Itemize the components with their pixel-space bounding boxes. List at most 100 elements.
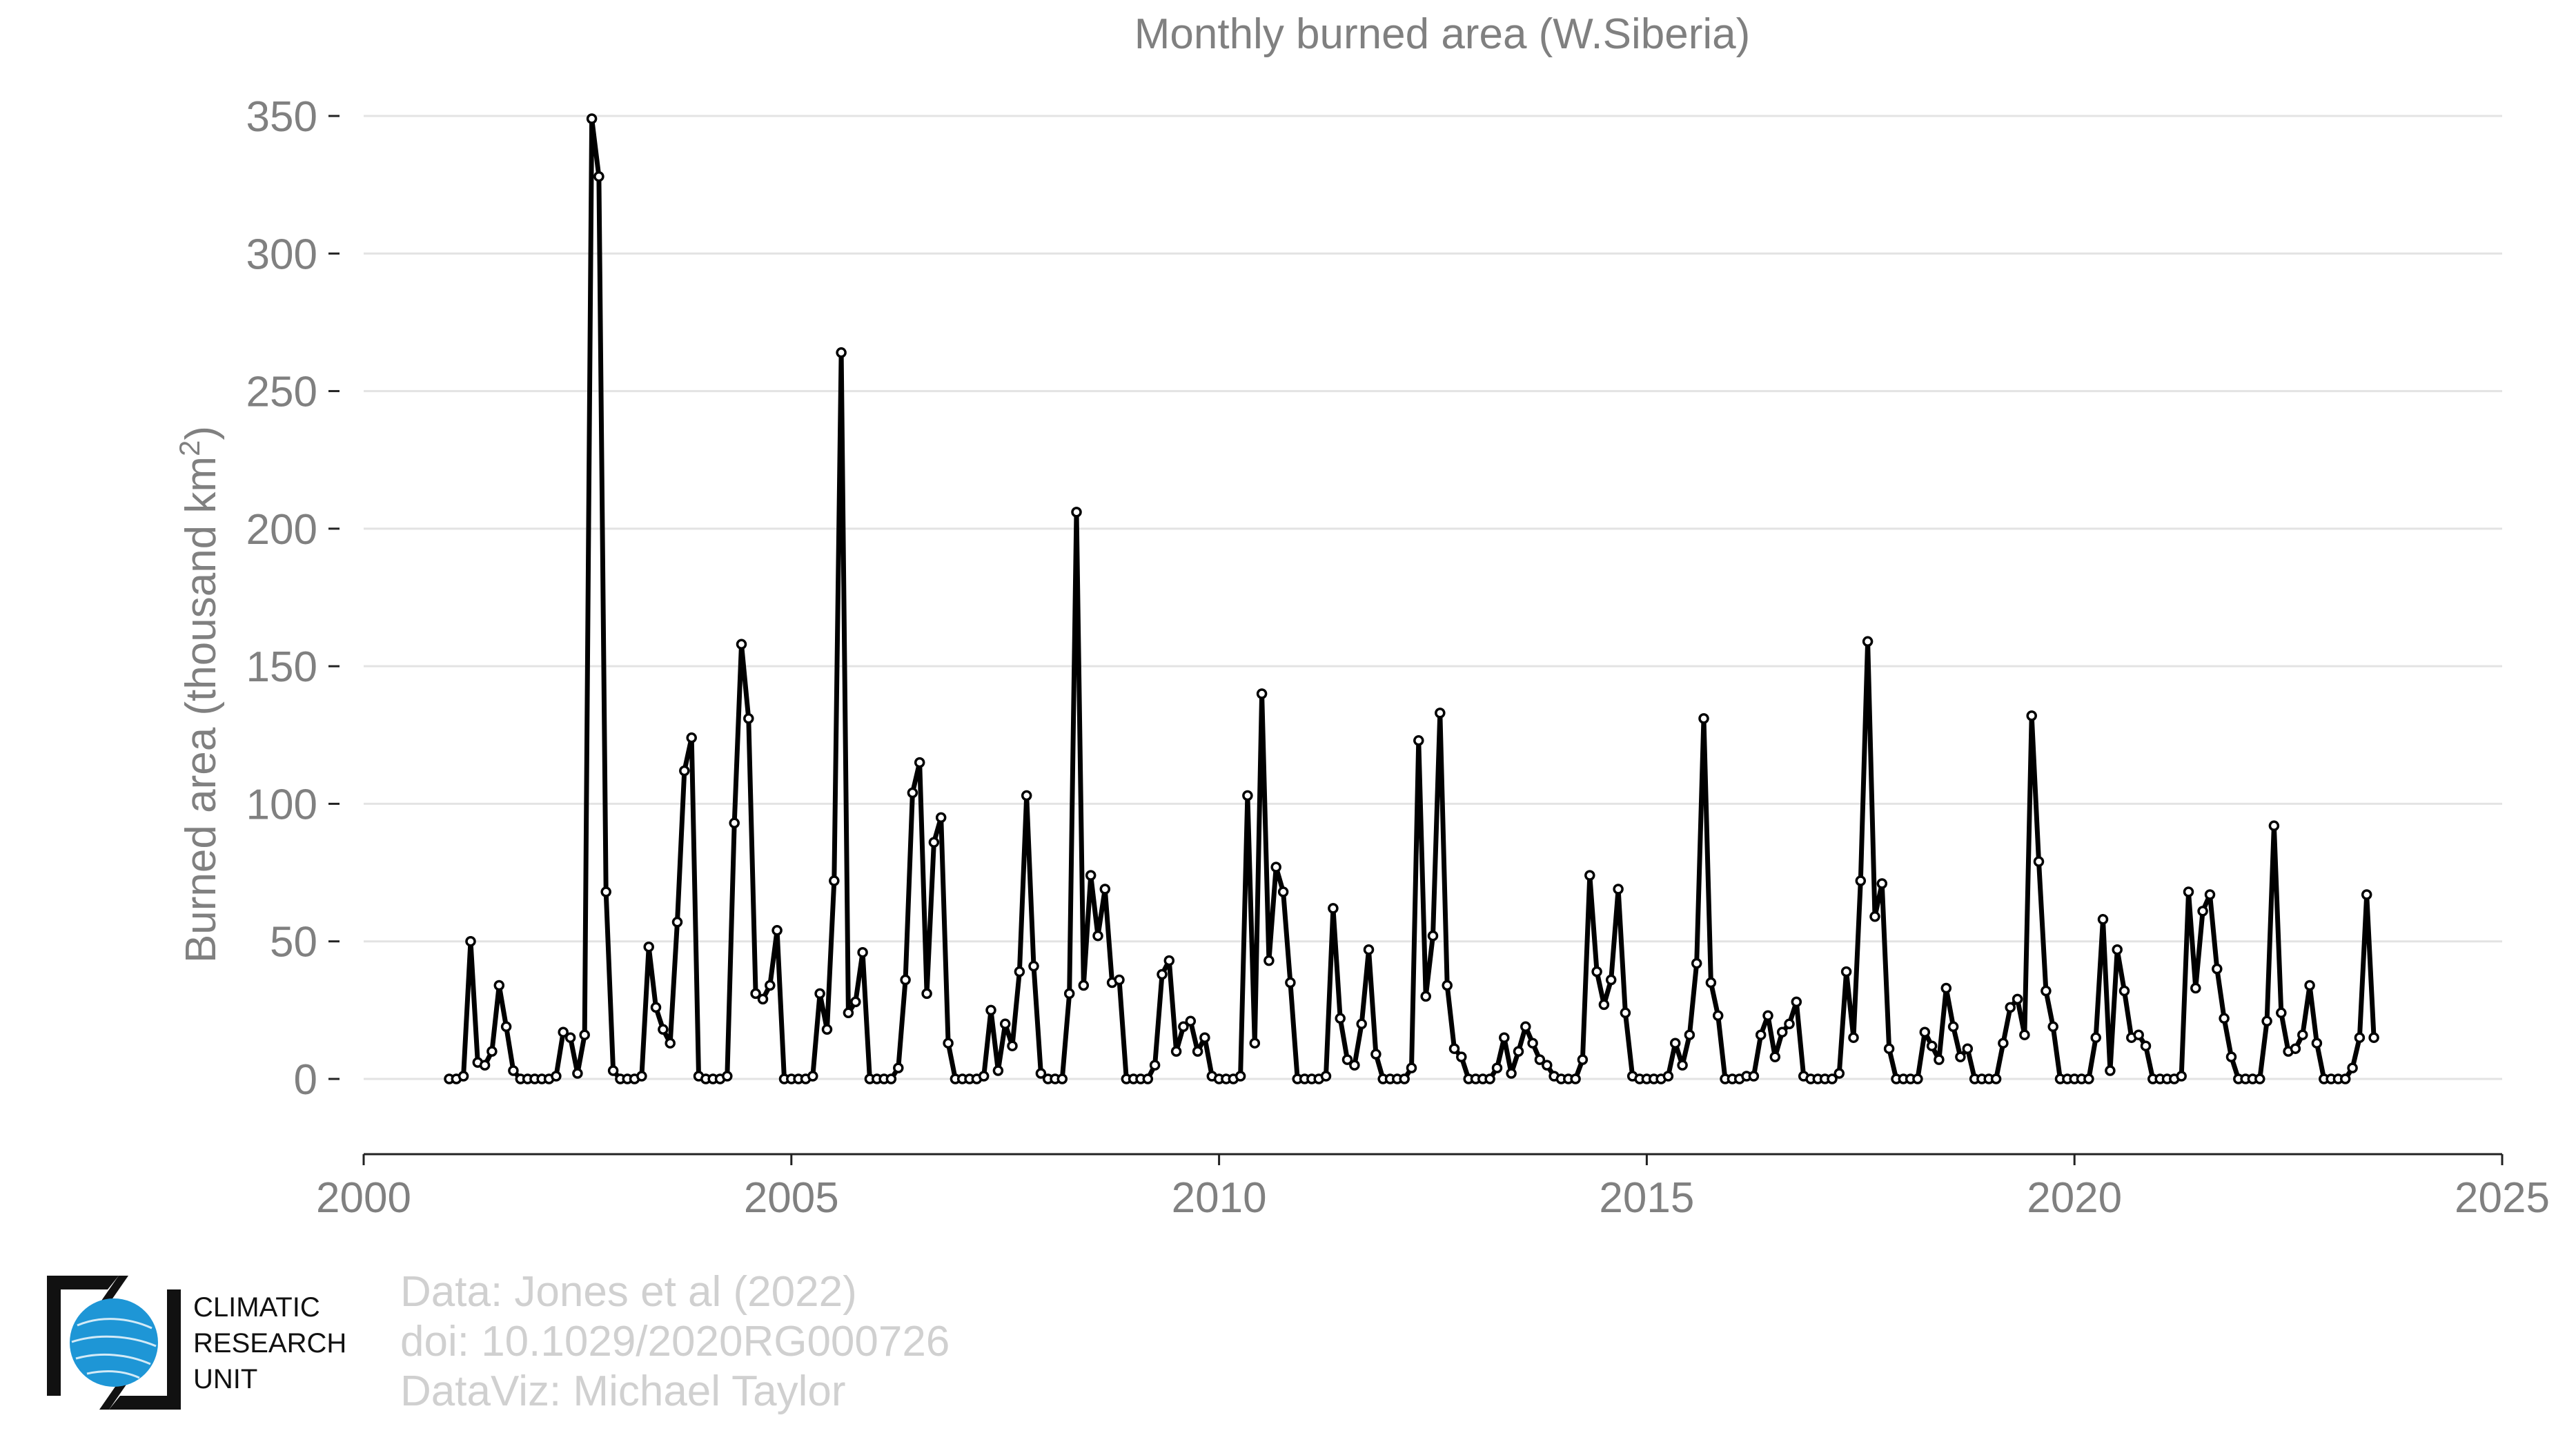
data-point (1448, 1043, 1460, 1054)
data-point (2012, 993, 2023, 1005)
data-point (1947, 1021, 1959, 1033)
data-point (992, 1065, 1004, 1076)
x-tick-label: 2015 (1599, 1174, 1694, 1222)
data-point (1955, 1051, 1966, 1062)
data-point (2033, 856, 2045, 867)
data-point (2304, 980, 2315, 991)
data-point (1491, 1062, 1503, 1073)
data-point (935, 812, 947, 824)
data-point (1320, 1071, 1332, 1082)
data-point (2090, 1032, 2101, 1043)
data-point (1848, 1032, 1859, 1043)
data-point (2204, 889, 2216, 900)
data-point (1962, 1043, 1974, 1054)
data-point (1940, 982, 1952, 994)
data-point (658, 1024, 669, 1035)
data-point (2225, 1051, 2237, 1062)
logo-line-3: UNIT (193, 1364, 258, 1394)
axes: 0 50 100 150 200 250 300 350 2000 2005 2010 2015 202… (246, 93, 2550, 1222)
data-point (1998, 1038, 2009, 1049)
data-point (1705, 977, 1717, 989)
data-point (2105, 1065, 2116, 1076)
data-point (821, 1024, 833, 1035)
data-point (1484, 1073, 1495, 1084)
data-point (2140, 1040, 2152, 1051)
data-point (593, 171, 604, 182)
cru-logo-text: CLIMATIC RESEARCH UNIT (193, 1289, 346, 1397)
y-tick-label: 100 (246, 781, 317, 828)
data-point (1926, 1040, 1938, 1051)
data-point (650, 1002, 662, 1013)
x-tick-label: 2000 (316, 1174, 411, 1222)
data-point (1056, 1073, 1068, 1084)
data-point (2026, 710, 2037, 721)
data-point (1840, 966, 1852, 977)
data-point (829, 875, 840, 886)
data-point (850, 996, 861, 1008)
data-point (914, 757, 925, 768)
data-point (1591, 966, 1602, 977)
logo-line-1: CLIMATIC (193, 1292, 320, 1323)
data-point (2197, 906, 2208, 917)
data-point (551, 1071, 562, 1082)
data-point (671, 917, 683, 928)
data-point (1869, 911, 1880, 922)
data-point (1356, 1018, 1367, 1030)
data-point (999, 1018, 1011, 1030)
data-point (2133, 1029, 2144, 1040)
data-point (1277, 886, 1289, 897)
data-point (1919, 1026, 1931, 1038)
data-point (2112, 944, 2123, 955)
data-point (1078, 980, 1090, 991)
data-point (1862, 636, 1874, 647)
data-point (1677, 1060, 1688, 1071)
data-point (1584, 870, 1595, 881)
y-tick-label: 150 (246, 643, 317, 691)
data-point (1242, 790, 1253, 801)
data-point (1912, 1073, 1923, 1084)
data-point (1527, 1038, 1538, 1049)
data-point (1028, 960, 1039, 972)
data-point (679, 765, 690, 777)
data-point (1776, 1026, 1788, 1038)
data-point (579, 1029, 590, 1040)
data-point (1007, 1040, 1018, 1051)
data-point (1520, 1021, 1531, 1033)
data-point (2361, 889, 2372, 900)
data-point (1684, 1029, 1695, 1040)
data-point (1791, 996, 1802, 1008)
data-point (586, 113, 598, 124)
data-point (1934, 1054, 1945, 1065)
data-point (1613, 884, 1624, 895)
data-point (1748, 1071, 1760, 1082)
data-point (486, 1046, 498, 1057)
data-point (500, 1021, 512, 1033)
data-point (1406, 1062, 1417, 1073)
data-point (2176, 1071, 2187, 1082)
data-point (1456, 1051, 1467, 1062)
data-point (765, 980, 776, 991)
data-point (1620, 1007, 1631, 1019)
data-point (2368, 1032, 2379, 1043)
chart-title: Monthly burned area (W.Siberia) (1134, 10, 1751, 58)
data-point (458, 1071, 469, 1082)
data-point (1235, 1071, 1246, 1082)
data-point (1769, 1051, 1781, 1062)
data-point (1420, 991, 1431, 1002)
data-point (1399, 1073, 1410, 1084)
data-point (1784, 1018, 1795, 1030)
data-point (943, 1038, 954, 1049)
data-point (1876, 878, 1888, 889)
data-point (736, 639, 747, 650)
data-point (1990, 1073, 2002, 1084)
data-point (1035, 1068, 1047, 1079)
data-point (1370, 1049, 1382, 1060)
data-point (2311, 1038, 2323, 1049)
data-point (729, 817, 740, 829)
data-point (1178, 1021, 1189, 1033)
data-point (928, 837, 940, 848)
data-point (771, 925, 783, 936)
data-point (843, 1007, 854, 1019)
data-point (1199, 1032, 1210, 1043)
data-point (750, 988, 761, 1000)
